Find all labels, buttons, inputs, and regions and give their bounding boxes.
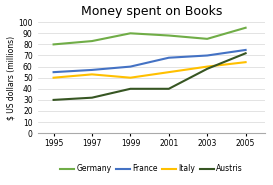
Y-axis label: $ US dollars (millions): $ US dollars (millions) (6, 36, 15, 120)
Title: Money spent on Books: Money spent on Books (81, 5, 222, 18)
Legend: Germany, France, Italy, Austris: Germany, France, Italy, Austris (57, 162, 246, 176)
